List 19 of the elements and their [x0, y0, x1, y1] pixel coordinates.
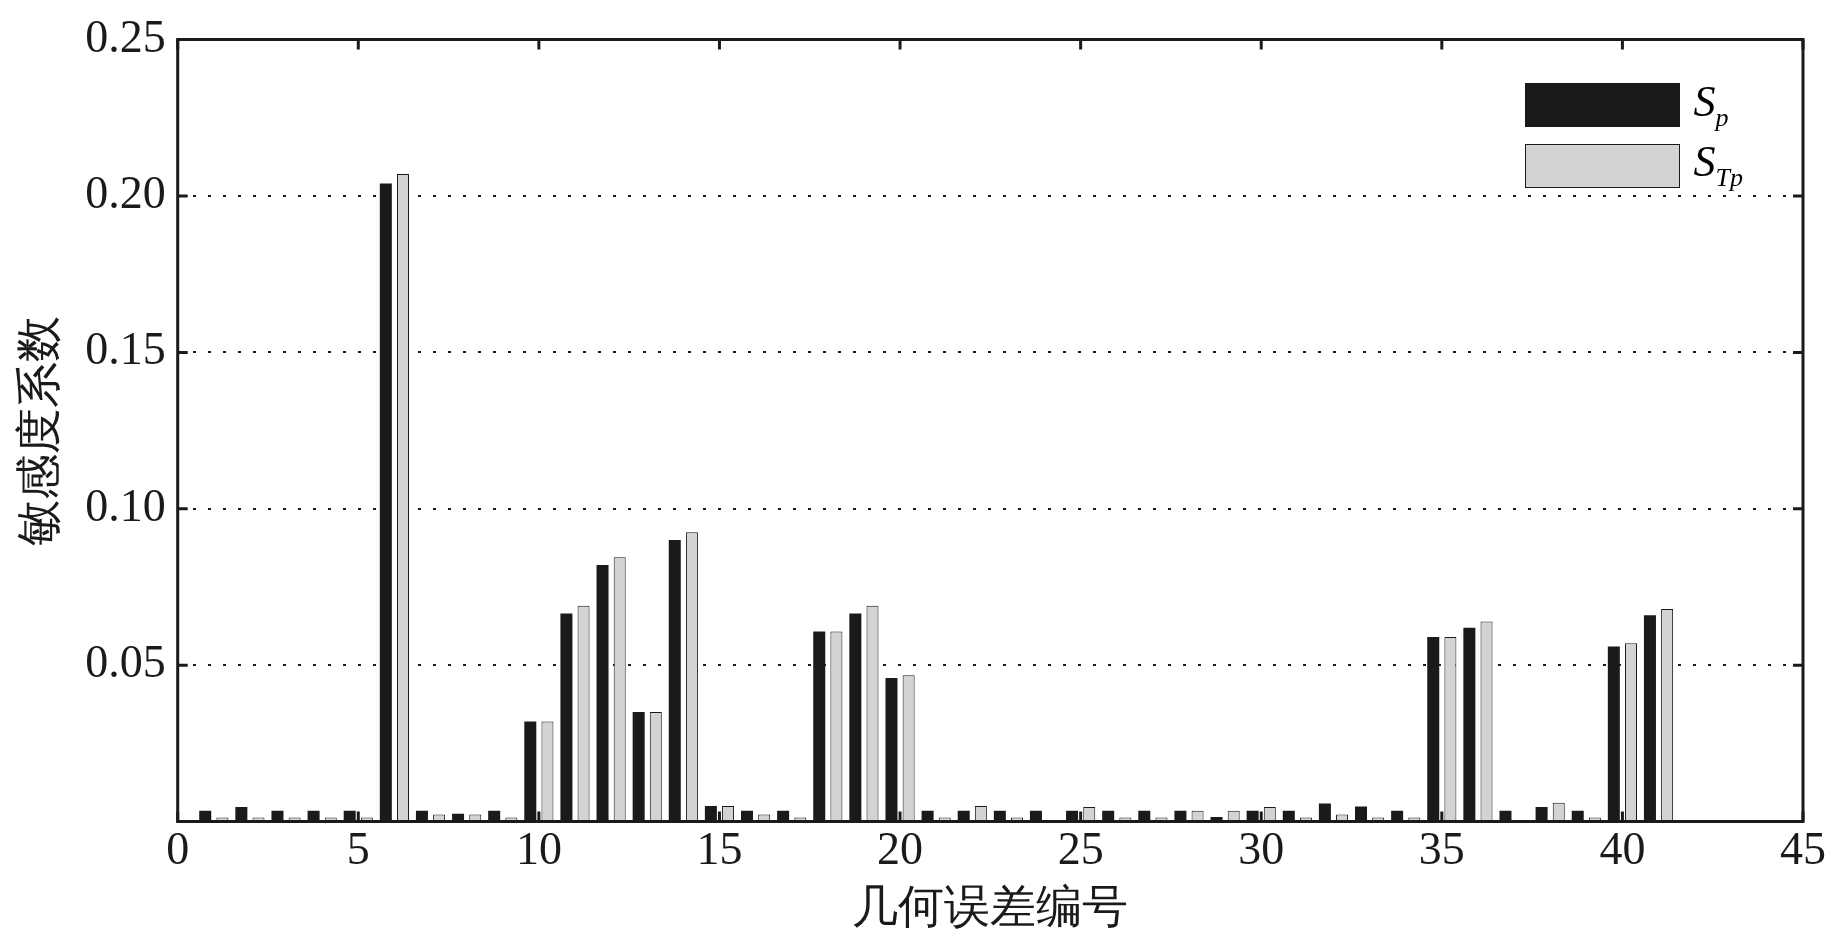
x-tick-label: 30	[1238, 823, 1285, 875]
x-tick-label: 25	[1057, 823, 1104, 875]
y-tick-label: 0.10	[85, 479, 166, 531]
y-axis-title: 敏感度系数	[12, 315, 64, 546]
legend-label: S$_{Tp}$	[1693, 137, 1743, 193]
legend-label: S$_{p}$	[1693, 76, 1729, 132]
y-tick-label: 0.25	[85, 10, 166, 62]
x-tick-label: 20	[877, 823, 924, 875]
x-axis-title: 几何误差编号	[852, 881, 1129, 933]
y-tick-label: 0.20	[85, 167, 166, 219]
x-tick-label: 15	[696, 823, 743, 875]
x-tick-label: 0	[166, 823, 190, 875]
x-tick-label: 5	[346, 823, 370, 875]
x-tick-label: 35	[1418, 823, 1465, 875]
x-tick-label: 45	[1780, 823, 1826, 875]
y-tick-label: 0.15	[85, 323, 166, 375]
x-tick-label: 40	[1599, 823, 1646, 875]
y-tick-label: 0.05	[85, 636, 166, 688]
x-tick-label: 10	[515, 823, 562, 875]
